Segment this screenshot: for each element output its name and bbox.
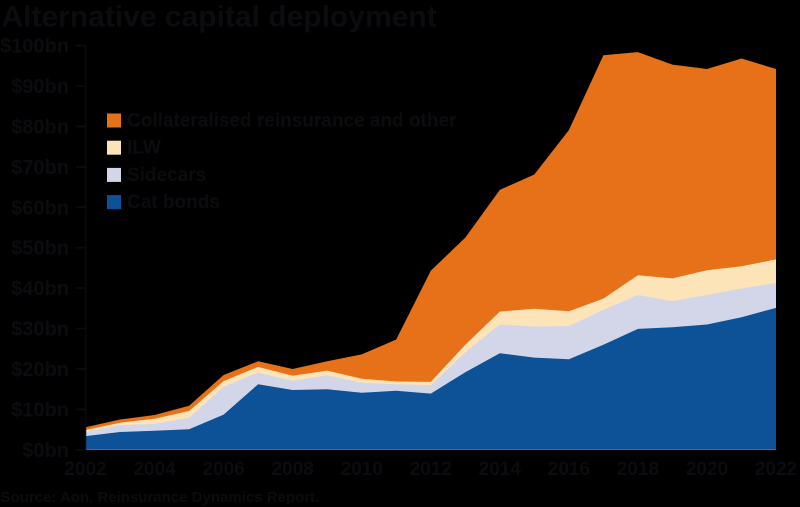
- svg-text:$10bn: $10bn: [11, 399, 69, 421]
- svg-text:2002: 2002: [64, 459, 106, 480]
- svg-text:2020: 2020: [686, 459, 728, 480]
- svg-text:$70bn: $70bn: [11, 157, 69, 179]
- svg-text:2008: 2008: [271, 459, 313, 480]
- svg-text:$90bn: $90bn: [11, 76, 69, 98]
- svg-text:$0bn: $0bn: [22, 440, 69, 462]
- svg-text:2014: 2014: [479, 459, 522, 480]
- svg-text:2022: 2022: [755, 459, 797, 480]
- svg-text:Alternative capital deployment: Alternative capital deployment: [2, 1, 437, 34]
- svg-text:$20bn: $20bn: [11, 359, 69, 381]
- svg-text:$100bn: $100bn: [0, 36, 69, 58]
- svg-text:ILW: ILW: [127, 138, 161, 159]
- svg-text:2016: 2016: [548, 459, 590, 480]
- svg-text:2006: 2006: [202, 459, 244, 480]
- svg-text:$50bn: $50bn: [11, 238, 69, 260]
- svg-text:Cat bonds: Cat bonds: [127, 192, 220, 213]
- svg-text:$30bn: $30bn: [11, 319, 69, 341]
- svg-text:Source: Aon, Reinsurance Dynam: Source: Aon, Reinsurance Dynamics Report…: [1, 489, 320, 506]
- svg-text:2004: 2004: [133, 459, 176, 480]
- svg-text:$60bn: $60bn: [11, 197, 69, 219]
- svg-text:2010: 2010: [341, 459, 383, 480]
- svg-text:$40bn: $40bn: [11, 278, 69, 300]
- svg-text:$80bn: $80bn: [11, 116, 69, 138]
- svg-text:2012: 2012: [410, 459, 452, 480]
- svg-text:2018: 2018: [617, 459, 659, 480]
- svg-text:Sidecars: Sidecars: [127, 165, 206, 186]
- svg-text:Collateralised reinsurance and: Collateralised reinsurance and other: [127, 111, 457, 132]
